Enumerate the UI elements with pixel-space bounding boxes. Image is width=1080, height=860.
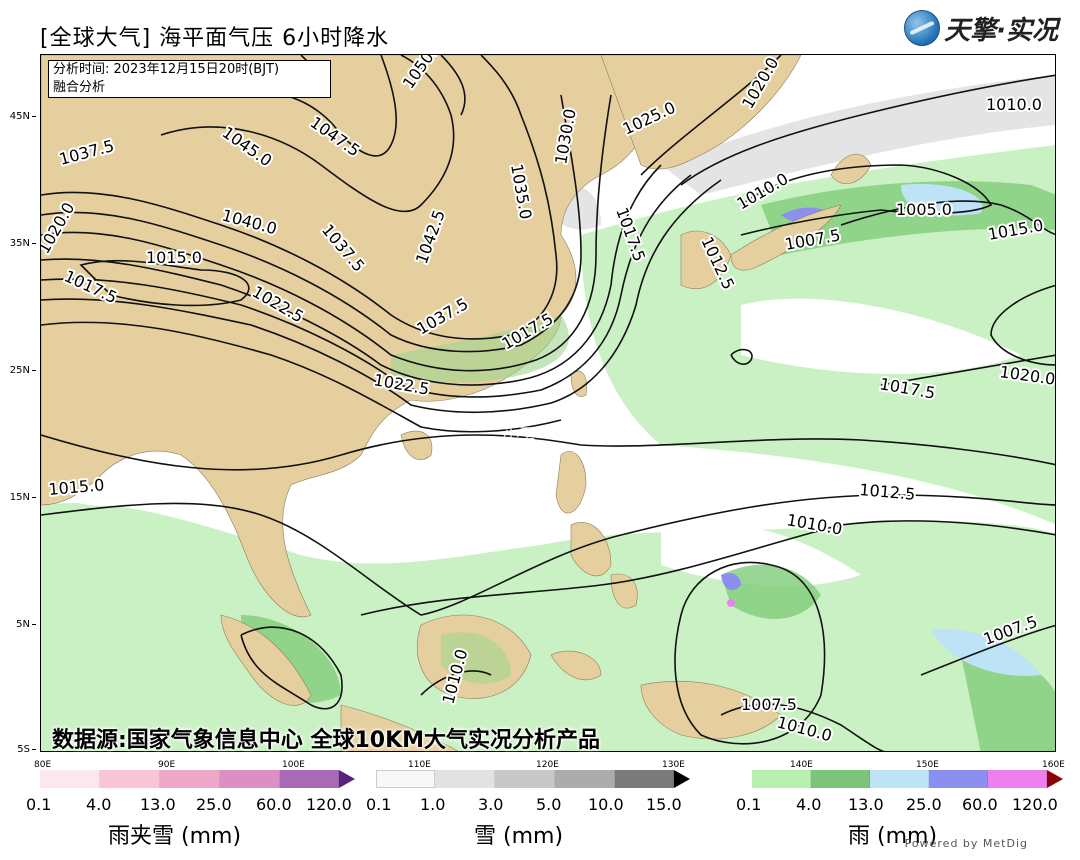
globe-logo-icon bbox=[904, 10, 941, 46]
snow-tick: 10.0 bbox=[588, 795, 624, 814]
sleet-tick: 4.0 bbox=[86, 795, 112, 814]
sleet-tick: 13.0 bbox=[140, 795, 176, 814]
isobar-label: 1010.0 bbox=[986, 95, 1042, 114]
snow-tick: 3.0 bbox=[478, 795, 504, 814]
sleet-colorbar bbox=[40, 770, 355, 788]
rain-tick: 0.1 bbox=[736, 795, 762, 814]
snow-tick: 15.0 bbox=[646, 795, 682, 814]
rain-seg-4 bbox=[929, 770, 988, 788]
isobars bbox=[41, 55, 1055, 751]
lat-label-15n: 15N bbox=[6, 492, 36, 503]
map-canvas: 1050.0 1045.0 1047.5 1037.5 1040.0 1042.… bbox=[41, 55, 1055, 751]
analysis-type: 融合分析 bbox=[53, 80, 106, 95]
lon-label-150e: 150E bbox=[916, 760, 939, 770]
weather-map: 1050.0 1045.0 1047.5 1037.5 1040.0 1042.… bbox=[40, 54, 1056, 752]
snow-colorbar bbox=[376, 770, 690, 788]
isobar-label: 1007.5 bbox=[741, 695, 797, 714]
snow-tick: 1.0 bbox=[420, 795, 446, 814]
rain-seg-1 bbox=[752, 770, 811, 788]
rain-arrow-icon bbox=[1047, 770, 1063, 788]
lon-label-130e: 130E bbox=[662, 760, 685, 770]
snow-seg-4 bbox=[555, 770, 615, 788]
rain-tick: 120.0 bbox=[1012, 795, 1058, 814]
lon-label-80e: 80E bbox=[34, 760, 52, 770]
snow-arrow-icon bbox=[674, 770, 690, 788]
snow-seg-3 bbox=[495, 770, 555, 788]
rain-tick: 4.0 bbox=[796, 795, 822, 814]
watermark: 小工 bbox=[503, 424, 536, 443]
isobar-label: 1005.0 bbox=[896, 200, 952, 219]
sleet-seg-3 bbox=[160, 770, 220, 788]
rain-tick: 60.0 bbox=[962, 795, 998, 814]
lat-label-35n: 35N bbox=[6, 238, 36, 249]
lat-label-25n: 25N bbox=[6, 365, 36, 376]
sleet-seg-5 bbox=[280, 770, 339, 788]
rain-colorbar bbox=[752, 770, 1063, 788]
map-title: [全球大气] 海平面气压 6小时降水 bbox=[40, 26, 390, 51]
lat-label-5s: 5S bbox=[6, 744, 36, 755]
snow-tick: 0.1 bbox=[366, 795, 392, 814]
rain-colorbar-title: 雨 (mm) bbox=[848, 824, 938, 849]
rain-seg-5 bbox=[988, 770, 1047, 788]
moderate-rain-areas bbox=[901, 184, 1041, 676]
rain-tick: 25.0 bbox=[906, 795, 942, 814]
snow-tick: 5.0 bbox=[536, 795, 562, 814]
sleet-colorbar-title: 雨夹雪 (mm) bbox=[108, 824, 242, 849]
analysis-info-box: 分析时间: 2023年12月15日20时(BJT) 融合分析 bbox=[48, 60, 331, 98]
data-source-note: 数据源:国家气象信息中心 全球10KM大气实况分析产品 bbox=[52, 728, 601, 753]
isobar-label: 1015.0 bbox=[146, 248, 202, 267]
sleet-seg-2 bbox=[100, 770, 160, 788]
sleet-arrow-icon bbox=[339, 770, 355, 788]
rain-tick: 13.0 bbox=[848, 795, 884, 814]
sleet-tick: 25.0 bbox=[196, 795, 232, 814]
lon-label-140e: 140E bbox=[790, 760, 813, 770]
analysis-time: 分析时间: 2023年12月15日20时(BJT) bbox=[53, 62, 280, 77]
snow-seg-2 bbox=[435, 770, 495, 788]
powered-by-credit: Powered by MetDig bbox=[904, 837, 1028, 850]
sleet-seg-4 bbox=[220, 770, 280, 788]
logo: 天擎·实况 bbox=[904, 8, 1058, 48]
sleet-seg-1 bbox=[40, 770, 100, 788]
logo-text: 天擎·实况 bbox=[944, 15, 1058, 46]
lon-label-120e: 120E bbox=[536, 760, 559, 770]
sleet-tick: 60.0 bbox=[256, 795, 292, 814]
lat-label-45n: 45N bbox=[6, 111, 36, 122]
snow-seg-5 bbox=[615, 770, 674, 788]
rain-seg-3 bbox=[870, 770, 929, 788]
lon-label-110e: 110E bbox=[408, 760, 431, 770]
sleet-tick: 120.0 bbox=[306, 795, 352, 814]
snow-seg-1 bbox=[376, 770, 435, 788]
lon-label-100e: 100E bbox=[282, 760, 305, 770]
snow-colorbar-title: 雪 (mm) bbox=[474, 824, 564, 849]
lat-label-5n: 5N bbox=[6, 619, 36, 630]
lon-label-160e: 160E bbox=[1042, 760, 1065, 770]
sleet-tick: 0.1 bbox=[26, 795, 52, 814]
lon-label-90e: 90E bbox=[158, 760, 176, 770]
rain-seg-2 bbox=[811, 770, 870, 788]
land-rain-areas bbox=[391, 315, 569, 684]
